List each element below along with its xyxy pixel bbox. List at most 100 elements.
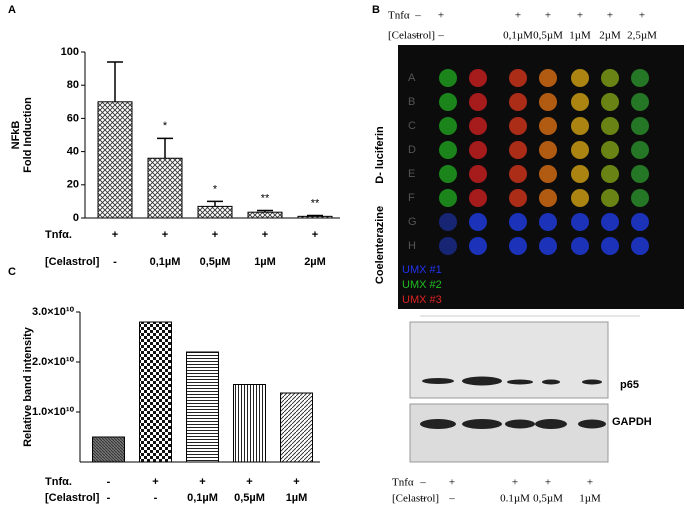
bar xyxy=(197,205,233,219)
plate-row-label: G xyxy=(408,216,417,228)
cell: 0,5µM xyxy=(533,493,563,505)
well xyxy=(571,141,589,159)
x-tick-label: 1µM xyxy=(286,492,308,504)
well xyxy=(469,141,487,159)
panel-label: C xyxy=(8,266,16,278)
side-label: D- luciferin xyxy=(374,126,386,184)
y-tick-label: 20 xyxy=(67,179,79,191)
panel-label: B xyxy=(372,4,380,16)
well xyxy=(571,213,589,231)
y-axis-label: NFkB xyxy=(10,121,22,150)
error-bar xyxy=(207,200,223,207)
significance: ** xyxy=(261,192,270,204)
well xyxy=(509,237,527,255)
x-row-label: [Celastrol] xyxy=(45,492,100,504)
blot-label: p65 xyxy=(620,379,639,391)
well xyxy=(439,69,457,87)
well xyxy=(601,141,619,159)
x-tick-label: - xyxy=(107,476,111,488)
well xyxy=(509,93,527,111)
error-bar xyxy=(307,214,323,217)
bar xyxy=(92,436,125,463)
significance: * xyxy=(213,183,218,195)
plate-row-label: H xyxy=(408,240,416,252)
cell: – xyxy=(414,30,421,42)
x-tick-label: + xyxy=(152,476,158,488)
significance: * xyxy=(163,120,168,132)
well xyxy=(631,69,649,87)
y-tick-label: 1.0×10¹⁰ xyxy=(32,406,75,418)
well xyxy=(439,117,457,135)
well xyxy=(571,189,589,207)
x-tick-label: 1µM xyxy=(254,256,276,268)
well xyxy=(539,93,557,111)
well xyxy=(601,69,619,87)
well xyxy=(539,117,557,135)
cell: – xyxy=(448,493,455,505)
cell: – xyxy=(414,10,421,22)
bar xyxy=(297,215,333,219)
plate-row-label: A xyxy=(408,72,416,84)
bar xyxy=(280,392,313,463)
blot-p65 xyxy=(409,321,609,399)
blot-label: GAPDH xyxy=(612,416,652,428)
x-tick-label: - xyxy=(107,492,111,504)
cell: – xyxy=(419,477,426,489)
cell: 0,5µM xyxy=(533,30,563,42)
blot-bands xyxy=(420,376,606,429)
plate-row-label: D xyxy=(408,144,416,156)
y-tick-label: 40 xyxy=(67,146,79,158)
cell: – xyxy=(437,30,444,42)
y-tick-label: 3.0×10¹⁰ xyxy=(32,306,75,318)
well xyxy=(469,69,487,87)
x-tick-label: + xyxy=(212,229,218,241)
legend-entry: UMX #1 xyxy=(402,264,442,276)
plate-row-label: B xyxy=(408,96,415,108)
well xyxy=(439,165,457,183)
well xyxy=(601,189,619,207)
well xyxy=(469,93,487,111)
well xyxy=(601,237,619,255)
cell: – xyxy=(419,493,426,505)
well xyxy=(571,117,589,135)
cell: + xyxy=(512,477,518,489)
row-label: Tnfα xyxy=(388,10,410,22)
error-bar xyxy=(257,209,273,213)
well xyxy=(539,213,557,231)
well xyxy=(469,213,487,231)
well xyxy=(631,141,649,159)
y-tick-label: 2.0×10¹⁰ xyxy=(32,356,75,368)
x-tick-label: + xyxy=(246,476,252,488)
x-tick-label: + xyxy=(312,229,318,241)
bar xyxy=(97,101,133,219)
bar xyxy=(233,384,266,463)
well xyxy=(509,189,527,207)
row-label: [Celastrol] xyxy=(388,30,435,42)
bar xyxy=(186,351,219,463)
cell: 0,1µM xyxy=(503,30,533,42)
well xyxy=(439,141,457,159)
plate-row-label: C xyxy=(408,120,416,132)
well xyxy=(469,117,487,135)
x-row-label: Tnfα. xyxy=(45,229,72,241)
error-bar xyxy=(107,61,123,102)
well xyxy=(571,69,589,87)
plate-row-label: F xyxy=(408,192,415,204)
well xyxy=(631,93,649,111)
well xyxy=(439,213,457,231)
side-label: Coelenterazine xyxy=(374,206,386,284)
y-tick-label: 80 xyxy=(67,79,79,91)
cell: 2µM xyxy=(599,30,621,42)
cell: + xyxy=(545,477,551,489)
well xyxy=(539,141,557,159)
well xyxy=(631,189,649,207)
well xyxy=(571,165,589,183)
cell: + xyxy=(449,477,455,489)
x-tick-label: 0,5µM xyxy=(234,492,265,504)
blot-gapdh xyxy=(409,403,609,463)
well xyxy=(509,165,527,183)
well xyxy=(469,237,487,255)
cell: 2,5µM xyxy=(627,30,657,42)
